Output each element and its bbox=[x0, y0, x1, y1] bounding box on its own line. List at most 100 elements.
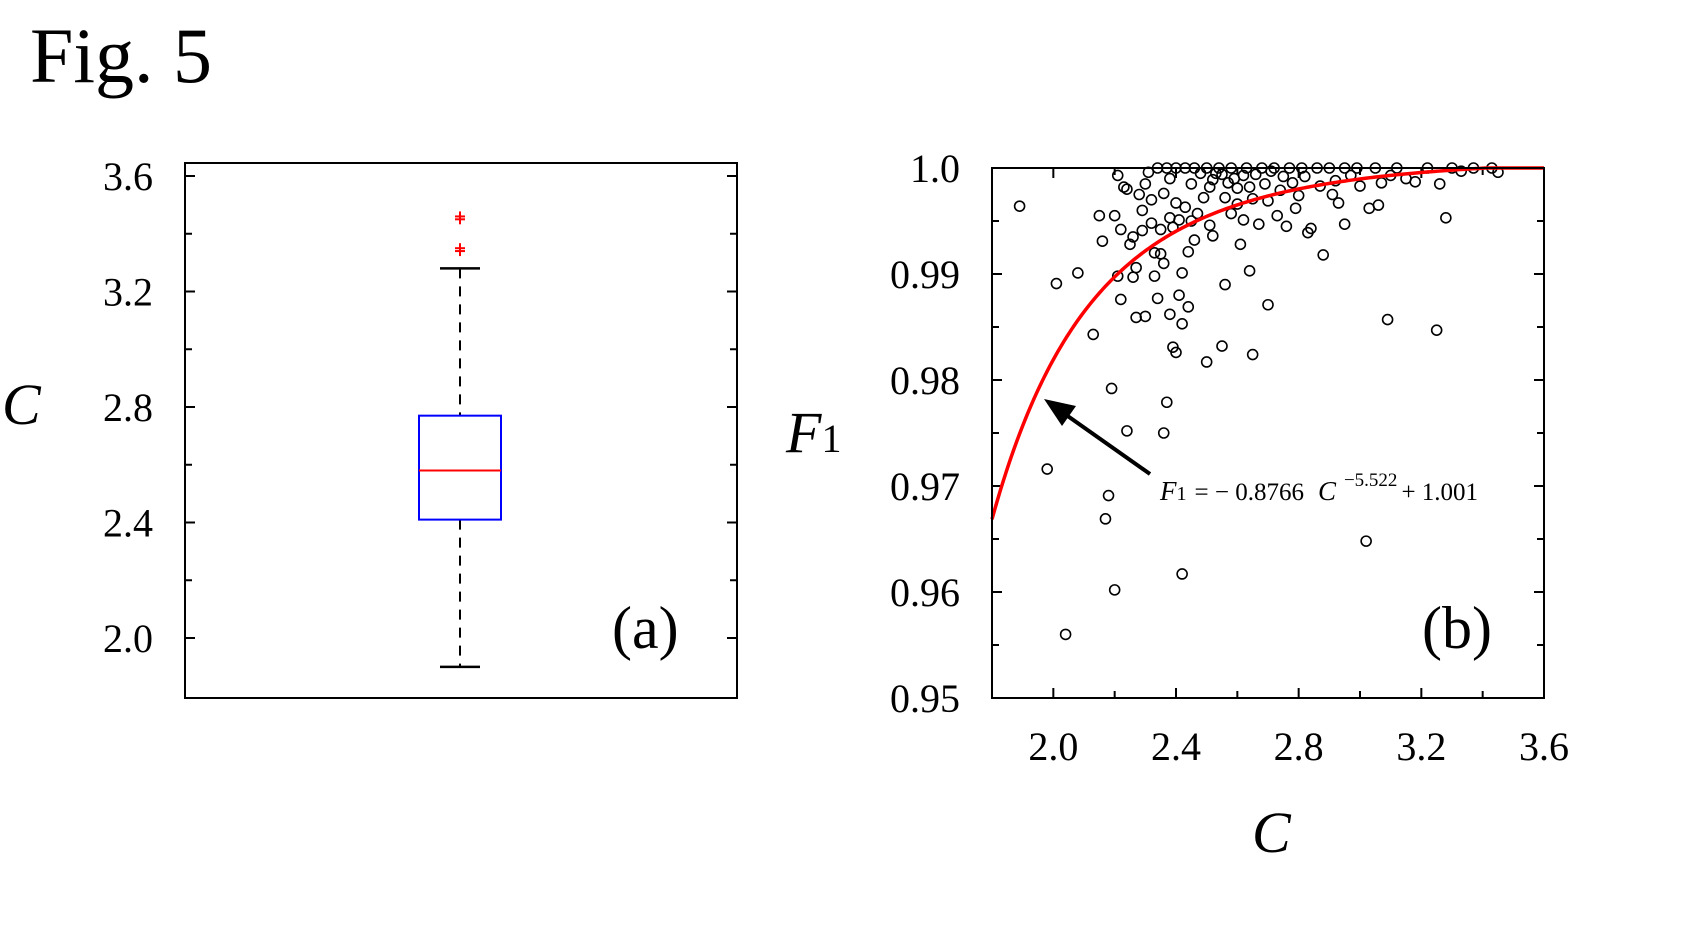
fit-equation-lhs: F bbox=[1159, 476, 1177, 506]
scatter-point bbox=[1173, 289, 1185, 302]
scatter-point bbox=[1127, 271, 1139, 283]
scatter-point bbox=[1246, 348, 1259, 361]
scatter-x-axis-label: C bbox=[1252, 800, 1292, 865]
scatter-x-tick-label: 3.6 bbox=[1519, 724, 1569, 769]
scatter-point bbox=[1372, 199, 1385, 211]
scatter-point bbox=[1041, 463, 1053, 475]
scatter-y-tick-label: 0.99 bbox=[890, 252, 960, 297]
scatter-point bbox=[1124, 238, 1136, 251]
scatter-point bbox=[1249, 168, 1262, 181]
scatter-point bbox=[1145, 194, 1158, 206]
scatter-point bbox=[1219, 191, 1231, 204]
fit-equation-variable: C bbox=[1318, 476, 1337, 506]
scatter-point bbox=[1200, 356, 1213, 368]
scatter-point bbox=[1170, 197, 1182, 209]
scatter-point bbox=[1099, 513, 1112, 525]
fit-equation-exponent: −5.522 bbox=[1344, 470, 1397, 491]
scatter-ticks: 2.0 2.4 2.8 3.2 3.6 1.0 0.99 0.98 0.97 0.96 0.95 bbox=[890, 146, 1569, 769]
scatter-point bbox=[1121, 183, 1133, 195]
scatter-point bbox=[1433, 178, 1446, 190]
scatter-point bbox=[1096, 235, 1109, 247]
scatter-point bbox=[1136, 224, 1149, 237]
box-plot-y-tick-label: 2.8 bbox=[103, 385, 153, 430]
box-plot-frame bbox=[184, 162, 738, 699]
fit-arrow-head bbox=[1044, 399, 1076, 426]
scatter-x-tick-label: 3.2 bbox=[1396, 724, 1446, 769]
scatter-point bbox=[1130, 261, 1142, 274]
scatter-point bbox=[1050, 277, 1063, 290]
scatter-panel-label: (b) bbox=[1422, 595, 1492, 661]
scatter-point bbox=[1326, 188, 1339, 201]
scatter-point bbox=[1176, 568, 1188, 580]
scatter-point bbox=[1237, 169, 1250, 182]
scatter-point bbox=[1108, 584, 1121, 596]
scatter-point bbox=[1286, 177, 1299, 189]
scatter-point bbox=[1409, 175, 1421, 188]
scatter-point bbox=[1151, 292, 1164, 305]
scatter-point bbox=[1139, 310, 1152, 323]
box-plot-outlier bbox=[455, 246, 465, 257]
scatter-point bbox=[1182, 301, 1195, 313]
scatter-point bbox=[1375, 177, 1388, 189]
scatter-point bbox=[1102, 489, 1115, 502]
scatter-point bbox=[1360, 535, 1372, 547]
scatter-point bbox=[1207, 230, 1219, 242]
scatter-point bbox=[1430, 324, 1443, 336]
scatter-point bbox=[1179, 201, 1191, 214]
scatter-point bbox=[1203, 181, 1216, 193]
scatter-point bbox=[1164, 212, 1176, 224]
scatter-point bbox=[1271, 209, 1283, 222]
scatter-point bbox=[1194, 167, 1207, 180]
scatter-point bbox=[1299, 170, 1311, 183]
scatter-point bbox=[1139, 178, 1152, 190]
scatter-x-tick-label: 2.8 bbox=[1274, 724, 1324, 769]
scatter-point bbox=[1115, 223, 1127, 236]
scatter-point bbox=[1332, 197, 1345, 209]
scatter-point bbox=[1188, 234, 1201, 246]
fit-equation-equals: = − 0.8766 bbox=[1195, 479, 1304, 506]
scatter-point bbox=[1259, 178, 1271, 190]
scatter-point bbox=[1292, 189, 1305, 202]
scatter-point bbox=[1108, 209, 1121, 222]
scatter-point bbox=[1317, 249, 1329, 261]
scatter-point bbox=[1354, 180, 1366, 192]
scatter-point bbox=[1093, 209, 1106, 222]
box-plot-panel: C 3.6 3.2 2.8 2.4 2.0 (a) bbox=[2, 154, 738, 699]
scatter-point bbox=[1253, 218, 1265, 230]
scatter-point bbox=[1305, 222, 1317, 235]
scatter-point bbox=[1133, 188, 1145, 201]
scatter-point bbox=[1216, 340, 1228, 352]
scatter-y-tick-label: 0.98 bbox=[890, 358, 960, 403]
scatter-point bbox=[1013, 200, 1026, 212]
scatter-y-axis-label: F1 bbox=[785, 400, 841, 465]
scatter-point bbox=[1145, 217, 1158, 229]
scatter-point bbox=[1059, 628, 1072, 641]
scatter-point bbox=[1207, 173, 1219, 186]
scatter-point bbox=[1237, 214, 1250, 226]
fit-arrow bbox=[1044, 399, 1152, 476]
box-plot-y-tick-label: 3.6 bbox=[103, 154, 153, 199]
scatter-point bbox=[1154, 223, 1167, 236]
box-plot-y-axis-label: C bbox=[2, 372, 42, 437]
scatter-point bbox=[1121, 425, 1133, 437]
scatter-x-tick-label: 2.4 bbox=[1151, 724, 1201, 769]
box-plot-y-tick-label: 3.2 bbox=[103, 270, 153, 315]
scatter-points bbox=[1013, 162, 1504, 641]
box-plot-box-group bbox=[418, 211, 502, 669]
scatter-y-axis-label-sub: 1 bbox=[821, 416, 841, 461]
figure-title: Fig. 5 bbox=[30, 12, 212, 99]
scatter-point bbox=[1176, 267, 1188, 279]
scatter-point bbox=[1219, 278, 1231, 291]
box-plot-panel-label: (a) bbox=[612, 595, 679, 661]
scatter-point bbox=[1157, 427, 1170, 439]
scatter-point bbox=[1262, 298, 1274, 311]
scatter-point bbox=[1072, 267, 1084, 279]
scatter-point bbox=[1161, 396, 1173, 409]
box-plot-ticks: 3.6 3.2 2.8 2.4 2.0 bbox=[103, 154, 737, 661]
scatter-point bbox=[1182, 245, 1195, 258]
scatter-point bbox=[1277, 170, 1290, 183]
scatter-panel: F1 2.0 2.4 2.8 3.2 3.61.00.990.980.970.960.9… bbox=[785, 146, 1569, 865]
scatter-point bbox=[1157, 187, 1170, 200]
scatter-point bbox=[1197, 191, 1210, 204]
